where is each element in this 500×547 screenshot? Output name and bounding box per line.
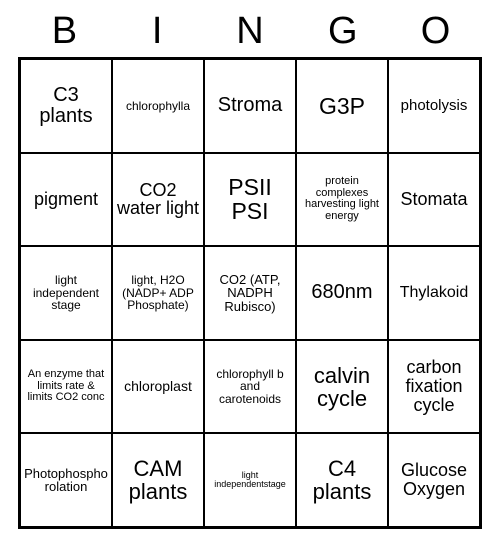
bingo-cell[interactable]: Stomata [388, 153, 480, 247]
bingo-cell[interactable]: G3P [296, 59, 388, 153]
bingo-cell[interactable]: PSII PSI [204, 153, 296, 247]
bingo-cell[interactable]: chlorophyll band carotenoids [204, 340, 296, 434]
bingo-cell[interactable]: C3 plants [20, 59, 112, 153]
header-letter-n: N [204, 10, 297, 53]
header-letter-o: O [389, 10, 482, 53]
bingo-cell[interactable]: carbon fixation cycle [388, 340, 480, 434]
bingo-cell[interactable]: photolysis [388, 59, 480, 153]
bingo-cell[interactable]: CO2 water light [112, 153, 204, 247]
bingo-cell[interactable]: Thylakoid [388, 246, 480, 340]
bingo-cell[interactable]: An enzyme that limits rate & limits CO2 … [20, 340, 112, 434]
bingo-cell[interactable]: Glucose Oxygen [388, 433, 480, 527]
header-letter-b: B [18, 10, 111, 53]
bingo-cell[interactable]: protein complexes harvesting light energ… [296, 153, 388, 247]
bingo-cell[interactable]: light, H2O (NADP+ ADP Phosphate) [112, 246, 204, 340]
bingo-grid: C3 plantschlorophyllaStromaG3Pphotolysis… [18, 57, 482, 529]
bingo-cell[interactable]: pigment [20, 153, 112, 247]
bingo-cell[interactable]: Stroma [204, 59, 296, 153]
bingo-header: B I N G O [18, 10, 482, 53]
bingo-cell[interactable]: CAM plants [112, 433, 204, 527]
bingo-cell[interactable]: chlorophylla [112, 59, 204, 153]
bingo-cell[interactable]: calvin cycle [296, 340, 388, 434]
bingo-cell[interactable]: light independent stage [20, 246, 112, 340]
bingo-cell[interactable]: C4 plants [296, 433, 388, 527]
bingo-cell[interactable]: CO2 (ATP, NADPH Rubisco) [204, 246, 296, 340]
bingo-cell[interactable]: light independentstage [204, 433, 296, 527]
bingo-cell[interactable]: chloroplast [112, 340, 204, 434]
bingo-cell[interactable]: 680nm [296, 246, 388, 340]
bingo-cell[interactable]: Photophosphorolation [20, 433, 112, 527]
header-letter-i: I [111, 10, 204, 53]
header-letter-g: G [296, 10, 389, 53]
bingo-card: B I N G O C3 plantschlorophyllaStromaG3P… [0, 0, 500, 547]
